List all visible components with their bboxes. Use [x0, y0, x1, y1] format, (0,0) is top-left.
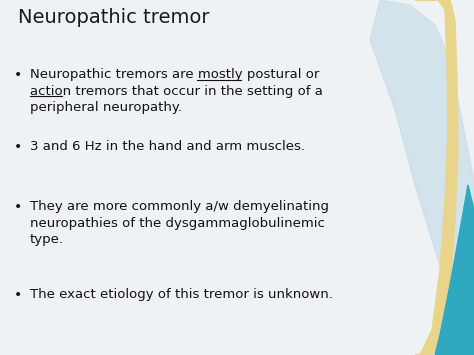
- Text: The exact etiology of this tremor is unknown.: The exact etiology of this tremor is unk…: [30, 288, 333, 301]
- Text: •: •: [14, 68, 22, 82]
- Polygon shape: [415, 0, 458, 355]
- Text: 3 and 6 Hz in the hand and arm muscles.: 3 and 6 Hz in the hand and arm muscles.: [30, 140, 305, 153]
- Polygon shape: [370, 0, 474, 355]
- Text: They are more commonly a/w demyelinating
neuropathies of the dysgammaglobulinemi: They are more commonly a/w demyelinating…: [30, 200, 329, 246]
- Polygon shape: [445, 210, 474, 355]
- Text: •: •: [14, 140, 22, 154]
- Text: Neuropathic tremors are mostly postural or
action tremors that occur in the sett: Neuropathic tremors are mostly postural …: [30, 68, 323, 114]
- Polygon shape: [435, 185, 474, 355]
- Text: Neuropathic tremor: Neuropathic tremor: [18, 8, 210, 27]
- Text: •: •: [14, 200, 22, 214]
- Text: •: •: [14, 288, 22, 302]
